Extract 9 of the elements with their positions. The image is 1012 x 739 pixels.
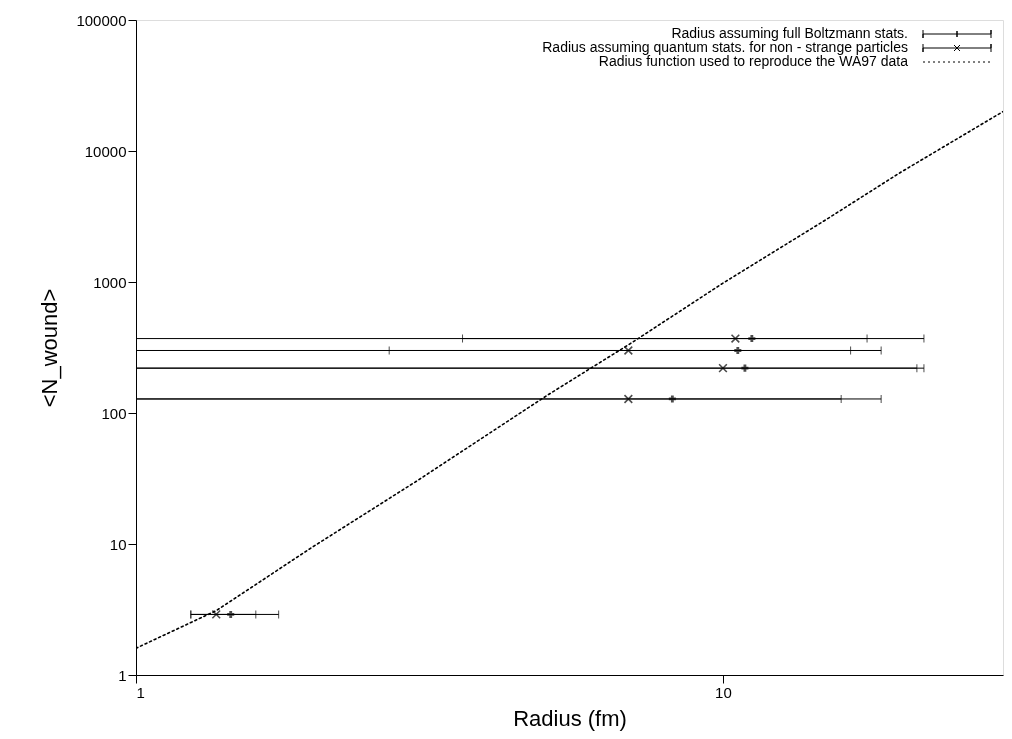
y-tick-label: 10000 xyxy=(84,142,127,160)
y-tick-label: 1000 xyxy=(93,273,127,291)
x-axis-title: Radius (fm) xyxy=(513,705,627,731)
legend-label: Radius assuming full Boltzmann stats. xyxy=(671,25,908,41)
y-tick-label: 100000 xyxy=(76,11,127,29)
y-tick-label: 10 xyxy=(109,535,127,553)
y-axis-title: <N_wound> xyxy=(37,288,63,408)
y-tick-label: 100 xyxy=(101,404,127,422)
y-tick-label: 1 xyxy=(118,666,127,684)
